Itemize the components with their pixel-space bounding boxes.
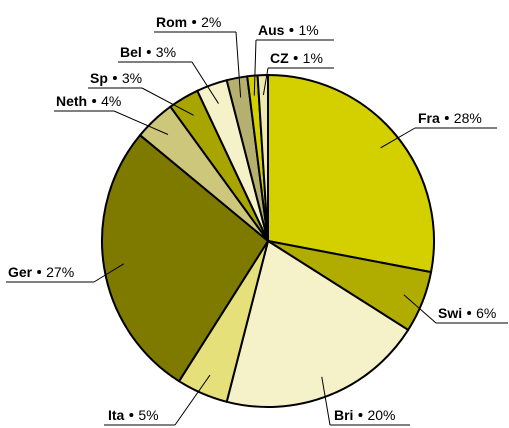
separator-dot <box>358 413 363 417</box>
value-label: 28% <box>454 110 482 126</box>
value-label: 6% <box>476 305 496 321</box>
separator-dot <box>444 116 449 120</box>
leader-line <box>93 263 124 283</box>
leader-line <box>380 127 416 149</box>
leader-line <box>113 110 169 135</box>
slice-label: Bel <box>120 44 142 60</box>
value-label: 1% <box>298 22 318 38</box>
separator-dot <box>112 76 117 80</box>
separator-dot <box>129 413 134 417</box>
separator-dot <box>92 99 97 103</box>
leader-line <box>403 294 437 324</box>
leader-line <box>235 31 242 98</box>
slice-label: Ger <box>8 264 33 280</box>
pie-slice <box>267 74 435 274</box>
separator-dot <box>146 50 151 54</box>
slice-label: Bri <box>334 407 353 423</box>
value-label: 3% <box>156 44 176 60</box>
slice-label: Swi <box>438 305 462 321</box>
value-label: 27% <box>46 264 74 280</box>
slice-label: Ita <box>108 407 125 423</box>
value-label: 3% <box>122 70 142 86</box>
slice-label: Aus <box>258 22 285 38</box>
leader-line <box>191 61 219 104</box>
leader-line <box>253 39 257 96</box>
slice-label: Fra <box>418 110 440 126</box>
leader-line <box>174 374 211 426</box>
pie-slice <box>101 134 269 383</box>
leader-line <box>141 87 194 116</box>
pie-slice <box>225 240 410 408</box>
pie-slice <box>256 74 269 242</box>
value-label: 4% <box>101 93 121 109</box>
separator-dot <box>289 28 294 32</box>
leader-line <box>262 67 269 96</box>
value-label: 20% <box>367 407 395 423</box>
separator-dot <box>37 270 42 274</box>
separator-dot <box>293 56 298 60</box>
value-label: 2% <box>201 14 221 30</box>
separator-dot <box>192 20 197 24</box>
value-label: 5% <box>138 407 158 423</box>
slice-label: Neth <box>56 93 87 109</box>
separator-dot <box>467 311 472 315</box>
leader-line <box>321 376 331 426</box>
slice-label: CZ <box>270 50 289 66</box>
slice-label: Rom <box>156 14 187 30</box>
value-label: 1% <box>303 50 323 66</box>
slice-label: Sp <box>90 70 108 86</box>
